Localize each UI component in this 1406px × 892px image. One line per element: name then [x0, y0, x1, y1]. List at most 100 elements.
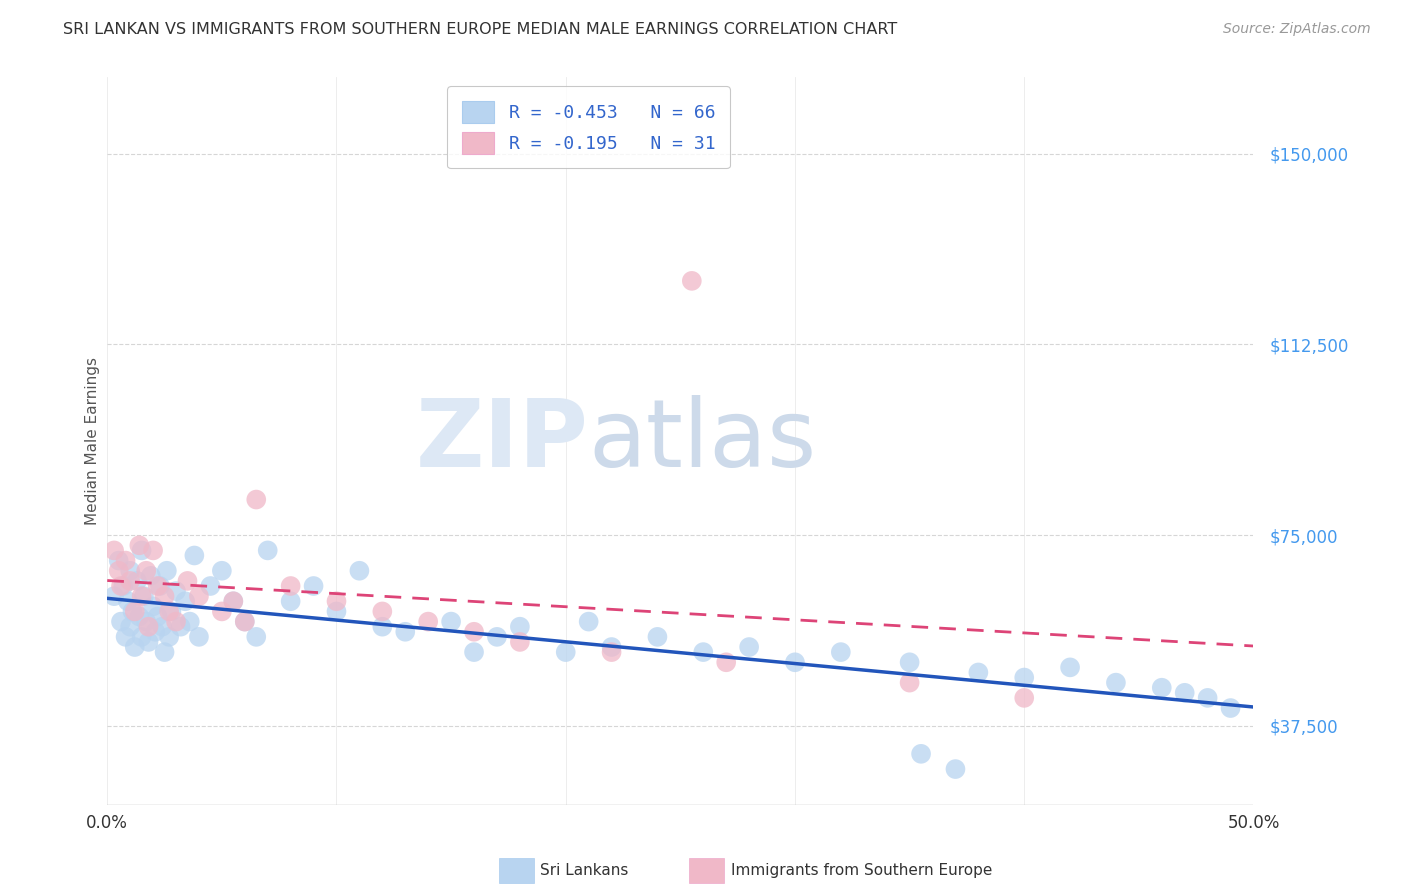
Point: [138, 620, 160, 634]
Point: [302, 579, 325, 593]
Point: [245, 630, 267, 644]
Text: Sri Lankans: Sri Lankans: [540, 863, 628, 878]
Point: [738, 640, 761, 654]
Point: [124, 604, 146, 618]
Point: [233, 615, 256, 629]
Point: [142, 599, 165, 614]
Point: [131, 543, 153, 558]
Point: [509, 635, 531, 649]
Point: [554, 645, 576, 659]
Point: [1150, 681, 1173, 695]
Point: [256, 543, 278, 558]
Point: [325, 604, 347, 618]
Point: [783, 655, 806, 669]
Point: [463, 645, 485, 659]
Point: [174, 594, 197, 608]
Point: [112, 579, 135, 593]
Point: [110, 579, 132, 593]
Point: [325, 594, 347, 608]
Point: [394, 624, 416, 639]
Legend: R = -0.453   N = 66, R = -0.195   N = 31: R = -0.453 N = 66, R = -0.195 N = 31: [447, 87, 730, 169]
Point: [245, 492, 267, 507]
Point: [132, 589, 155, 603]
Point: [600, 645, 623, 659]
Point: [138, 635, 160, 649]
Point: [681, 274, 703, 288]
Point: [156, 564, 179, 578]
Point: [142, 543, 165, 558]
Point: [485, 630, 508, 644]
Point: [910, 747, 932, 761]
Point: [1012, 671, 1035, 685]
Point: [153, 645, 176, 659]
Y-axis label: Median Male Earnings: Median Male Earnings: [86, 357, 100, 525]
Text: Source: ZipAtlas.com: Source: ZipAtlas.com: [1223, 22, 1371, 37]
Point: [578, 615, 600, 629]
Point: [114, 630, 136, 644]
Point: [157, 630, 180, 644]
Point: [128, 538, 150, 552]
Point: [280, 594, 302, 608]
Point: [145, 624, 167, 639]
Point: [107, 564, 129, 578]
Point: [187, 589, 209, 603]
Point: [110, 615, 132, 629]
Point: [146, 579, 169, 593]
Point: [131, 630, 153, 644]
Text: atlas: atlas: [589, 395, 817, 487]
Point: [179, 615, 201, 629]
Point: [128, 609, 150, 624]
Text: Immigrants from Southern Europe: Immigrants from Southern Europe: [731, 863, 993, 878]
Point: [509, 620, 531, 634]
Point: [125, 574, 148, 588]
Point: [1105, 675, 1128, 690]
Point: [418, 615, 440, 629]
Point: [371, 620, 394, 634]
Point: [103, 589, 125, 603]
Point: [135, 615, 157, 629]
Point: [187, 630, 209, 644]
Point: [120, 574, 142, 588]
Point: [157, 604, 180, 618]
Point: [183, 549, 205, 563]
Point: [103, 543, 125, 558]
Point: [222, 594, 245, 608]
Point: [149, 579, 172, 593]
Point: [114, 553, 136, 567]
Text: SRI LANKAN VS IMMIGRANTS FROM SOUTHERN EUROPE MEDIAN MALE EARNINGS CORRELATION C: SRI LANKAN VS IMMIGRANTS FROM SOUTHERN E…: [63, 22, 897, 37]
Point: [463, 624, 485, 639]
Point: [120, 564, 142, 578]
Point: [117, 594, 139, 608]
Point: [1059, 660, 1081, 674]
Point: [139, 569, 162, 583]
Point: [898, 655, 921, 669]
Point: [169, 620, 191, 634]
Point: [692, 645, 714, 659]
Point: [1012, 690, 1035, 705]
Point: [1174, 686, 1197, 700]
Text: ZIP: ZIP: [416, 395, 589, 487]
Point: [120, 620, 142, 634]
Point: [898, 675, 921, 690]
Point: [233, 615, 256, 629]
Point: [440, 615, 463, 629]
Point: [371, 604, 394, 618]
Point: [146, 609, 169, 624]
Point: [131, 589, 153, 603]
Point: [124, 640, 146, 654]
Point: [349, 564, 371, 578]
Point: [200, 579, 222, 593]
Point: [716, 655, 738, 669]
Point: [135, 564, 157, 578]
Point: [647, 630, 669, 644]
Point: [165, 584, 187, 599]
Point: [967, 665, 990, 680]
Point: [176, 574, 198, 588]
Point: [830, 645, 852, 659]
Point: [1219, 701, 1241, 715]
Point: [153, 589, 176, 603]
Point: [160, 604, 183, 618]
Point: [107, 553, 129, 567]
Point: [211, 604, 233, 618]
Point: [222, 594, 245, 608]
